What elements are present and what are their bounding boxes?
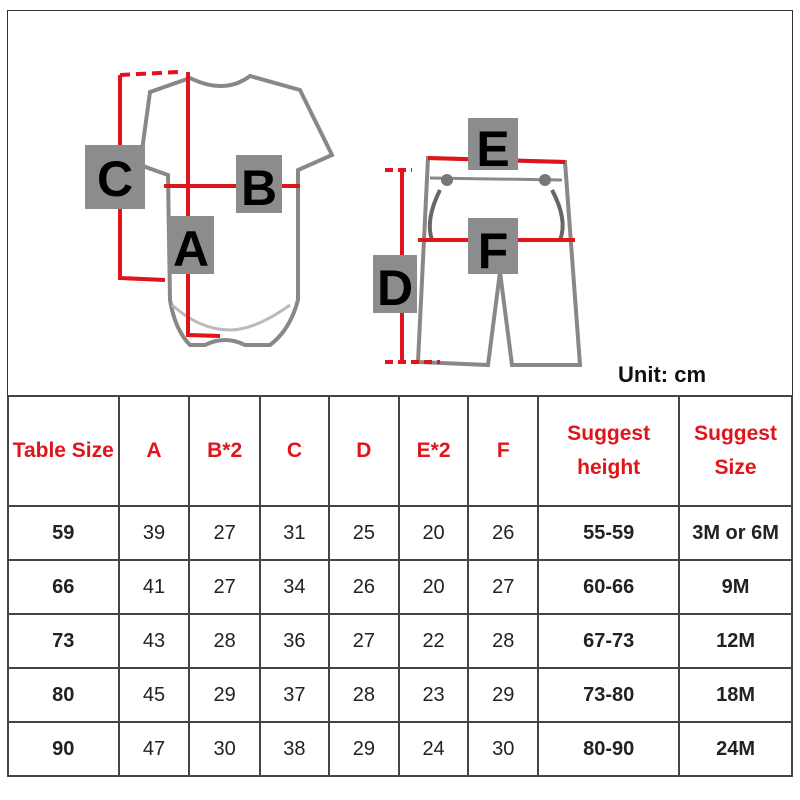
table-cell: 29 [327, 721, 400, 777]
pocket-left [427, 189, 442, 241]
table-cell: 30 [467, 721, 540, 777]
table-cell: 39 [117, 505, 191, 561]
table-cell: 25 [327, 505, 400, 561]
dimension-line-c [118, 75, 166, 282]
table-cell: 29 [467, 667, 540, 723]
table-cell: 27 [327, 613, 400, 669]
table-cell: 80-90 [537, 721, 681, 777]
svg-text:C: C [97, 151, 133, 207]
header-row: Table Size A B*2 C D E*2 F Suggest heigh… [7, 395, 793, 507]
header-cell: Suggest height [537, 395, 681, 507]
table-cell: 41 [117, 559, 191, 615]
table-cell: 24 [397, 721, 470, 777]
header-cell: F [467, 395, 540, 507]
unit-label: Unit: cm [618, 362, 706, 387]
svg-text:A: A [173, 221, 209, 277]
table-cell: 59 [7, 505, 120, 561]
table-cell: 26 [327, 559, 400, 615]
table-cell: 30 [188, 721, 261, 777]
table-cell: 3M or 6M [678, 505, 793, 561]
button-icon [441, 174, 453, 186]
table-cell: 24M [678, 721, 793, 777]
header-cell: D [327, 395, 400, 507]
table-cell: 38 [258, 721, 330, 777]
table-cell: 29 [188, 667, 261, 723]
label-a: A [168, 216, 214, 277]
label-c: C [85, 145, 145, 209]
header-cell: Table Size [7, 395, 120, 507]
table-cell: 27 [188, 559, 261, 615]
label-f: F [468, 218, 518, 279]
table-cell: 73 [7, 613, 120, 669]
svg-text:B: B [241, 160, 277, 216]
svg-text:D: D [377, 260, 413, 316]
header-cell: C [258, 395, 330, 507]
table-cell: 67-73 [537, 613, 681, 669]
table-cell: 9M [678, 559, 793, 615]
svg-text:E: E [476, 121, 509, 177]
table-cell: 12M [678, 613, 793, 669]
table-cell: 60-66 [537, 559, 681, 615]
table-cell: 28 [327, 667, 400, 723]
table-cell: 36 [258, 613, 330, 669]
table-cell: 31 [258, 505, 330, 561]
table-cell: 55-59 [537, 505, 681, 561]
dimension-line-a [186, 72, 221, 338]
table-cell: 28 [188, 613, 261, 669]
table-cell: 73-80 [537, 667, 681, 723]
table-cell: 20 [397, 559, 470, 615]
label-e: E [468, 118, 518, 177]
table-cell: 27 [467, 559, 540, 615]
table-cell: 34 [258, 559, 330, 615]
table-row: 73 43 28 36 27 22 28 67-73 12M [7, 613, 793, 669]
header-cell: A [117, 395, 191, 507]
table-cell: 45 [117, 667, 191, 723]
table-cell: 18M [678, 667, 793, 723]
bodysuit-outline [137, 73, 335, 347]
table-row: 80 45 29 37 28 23 29 73-80 18M [7, 667, 793, 723]
table-row: 59 39 27 31 25 20 26 55-59 3M or 6M [7, 505, 793, 561]
table-cell: 26 [467, 505, 540, 561]
table-cell: 37 [258, 667, 330, 723]
button-icon [539, 174, 551, 186]
label-b: B [236, 155, 282, 216]
header-cell: B*2 [188, 395, 261, 507]
header-cell: Suggest Size [678, 395, 793, 507]
table-row: 66 41 27 34 26 20 27 60-66 9M [7, 559, 793, 615]
dimension-line-c-top [119, 70, 179, 77]
table-cell: 43 [117, 613, 191, 669]
svg-text:F: F [478, 223, 509, 279]
label-d: D [373, 255, 417, 316]
header-cell: E*2 [397, 395, 470, 507]
pocket-right [550, 189, 565, 241]
table-cell: 90 [7, 721, 120, 777]
table-row: 90 47 30 38 29 24 30 80-90 24M [7, 721, 793, 777]
diagram-frame [7, 10, 793, 395]
table-cell: 20 [397, 505, 470, 561]
table-cell: 22 [397, 613, 470, 669]
table-cell: 23 [397, 667, 470, 723]
table-cell: 47 [117, 721, 191, 777]
table-cell: 66 [7, 559, 120, 615]
table-cell: 80 [7, 667, 120, 723]
garment-diagram: C B A E F D [85, 70, 583, 368]
table-cell: 27 [188, 505, 261, 561]
table-cell: 28 [467, 613, 540, 669]
size-table: Table Size A B*2 C D E*2 F Suggest heigh… [7, 395, 793, 777]
